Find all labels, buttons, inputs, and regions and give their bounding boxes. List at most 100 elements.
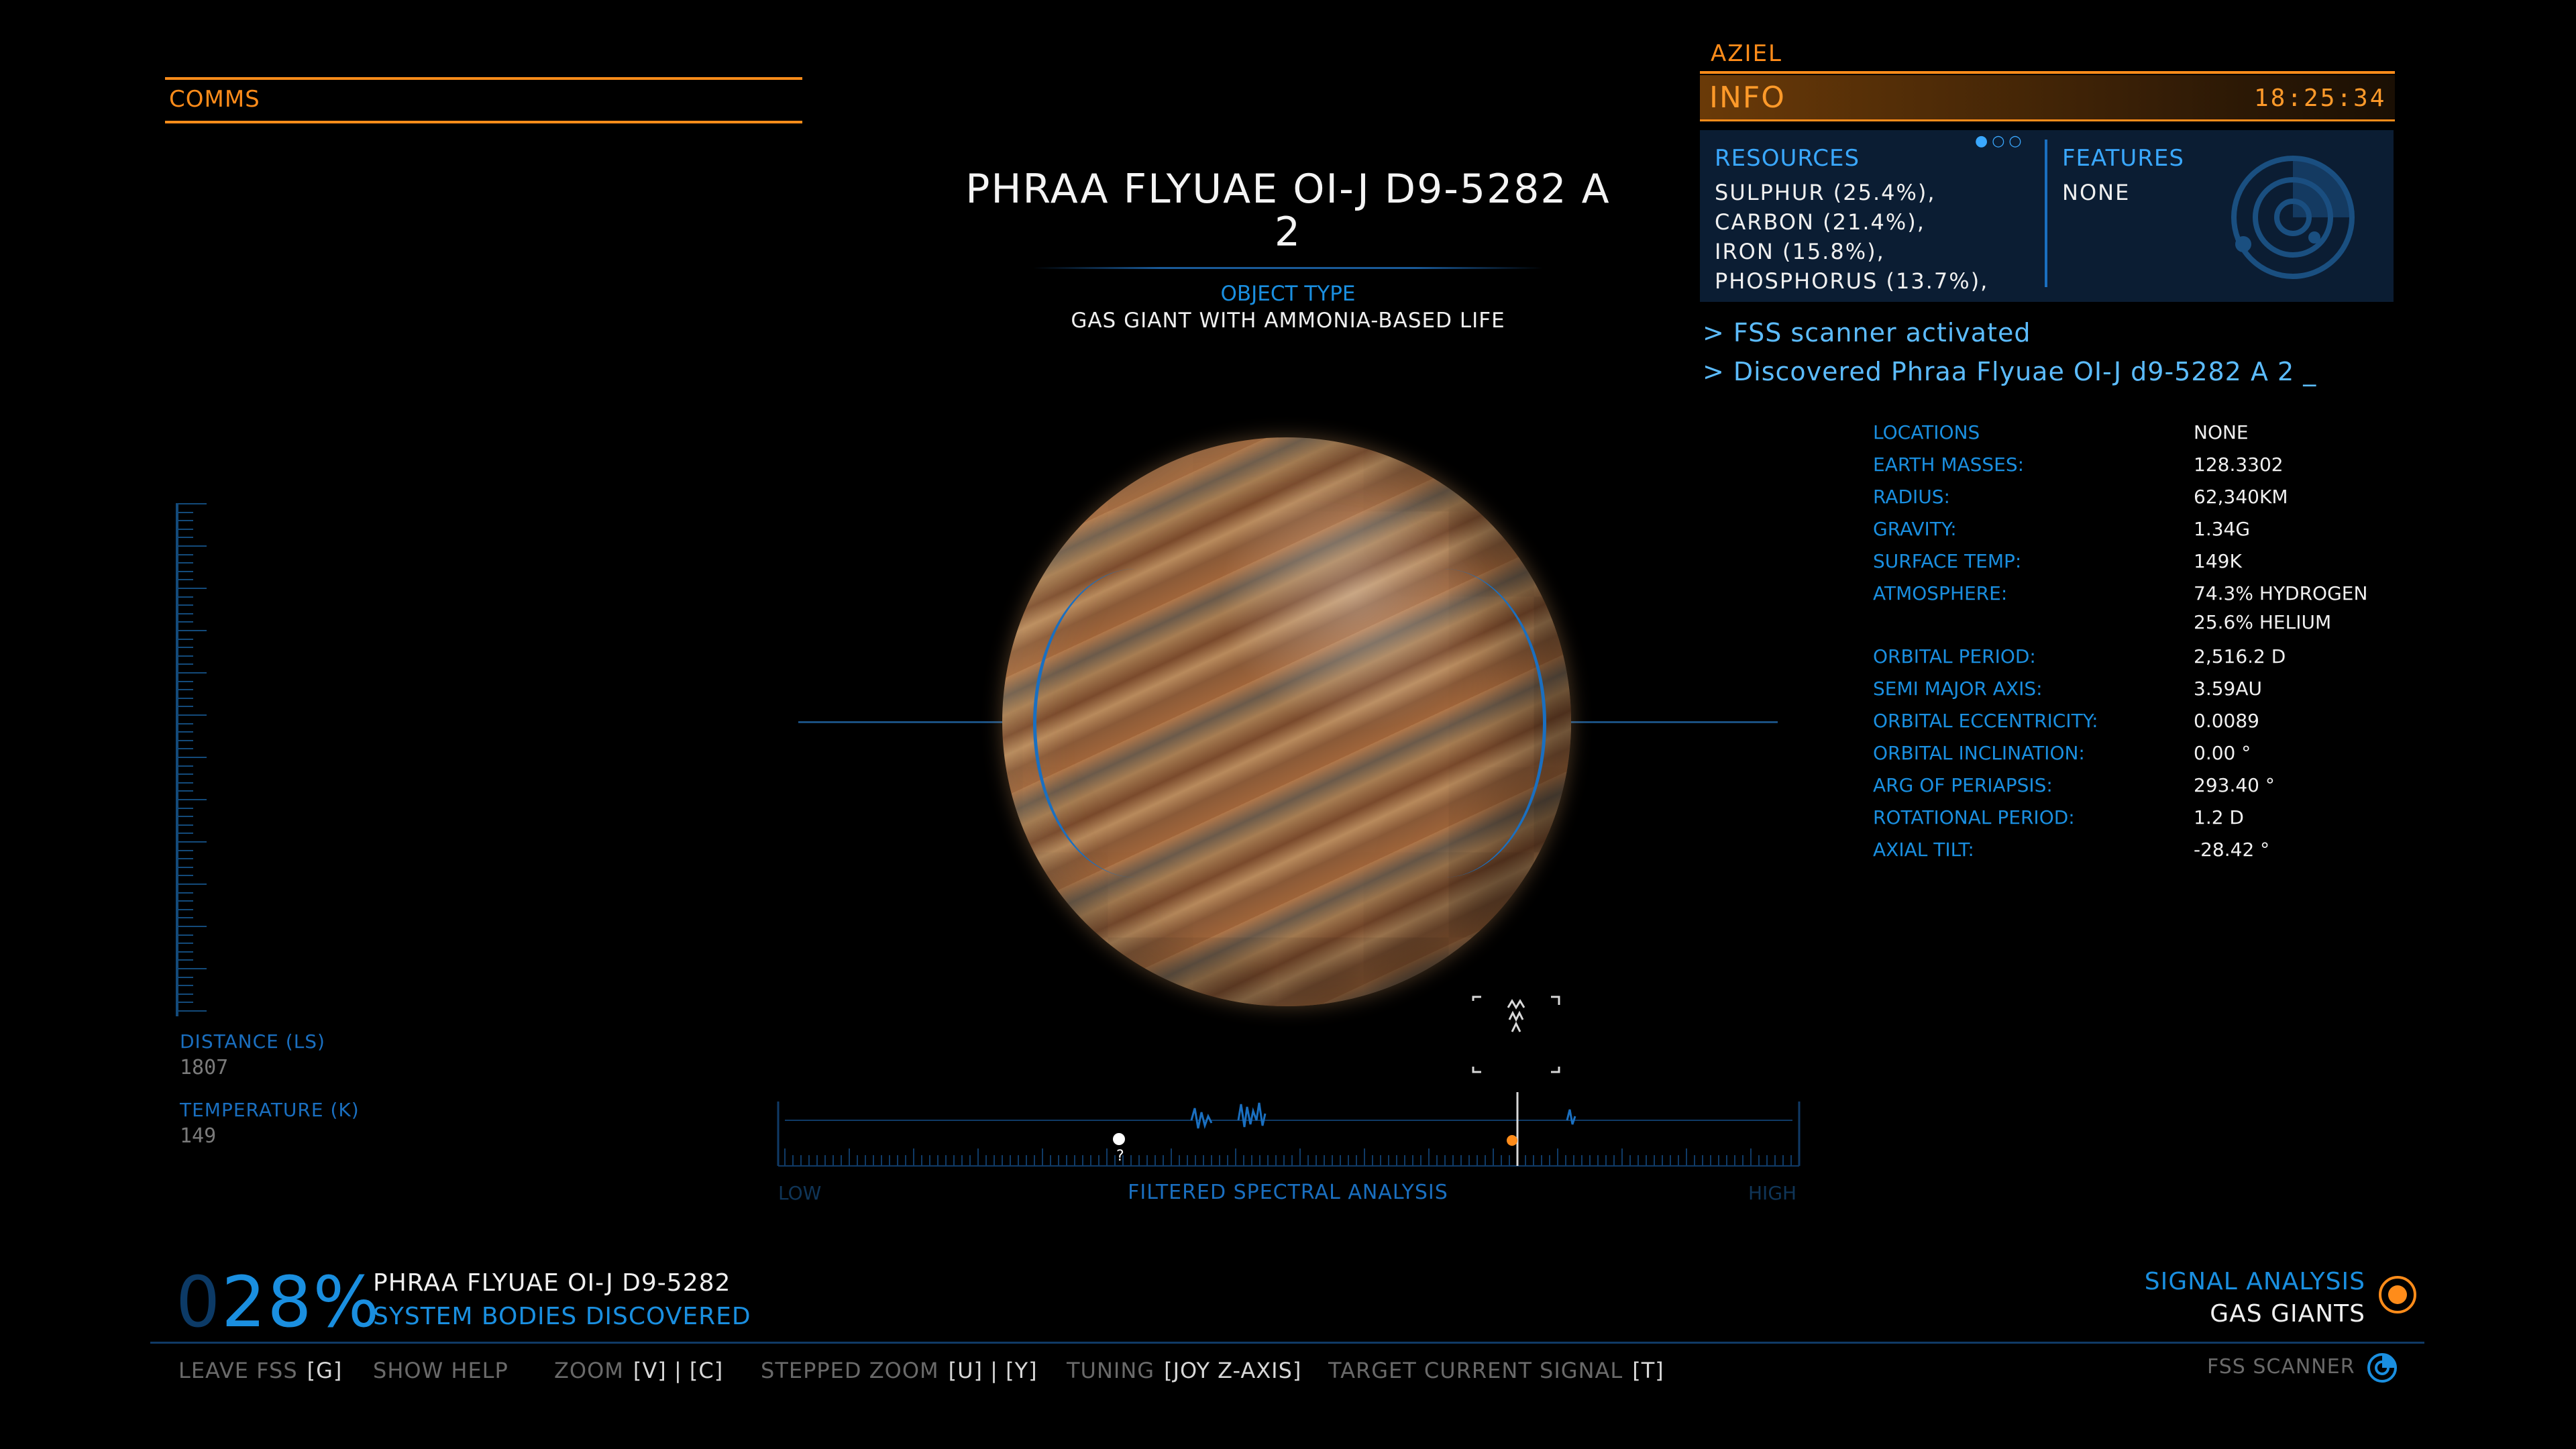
comms-label[interactable]: COMMS: [169, 86, 260, 113]
radar-icon: [2231, 156, 2355, 279]
gauge-tick: [178, 663, 193, 665]
gauge-tick: [178, 816, 193, 818]
gauge-tick: [178, 579, 193, 581]
resources-label: RESOURCES: [1715, 145, 1860, 172]
stat-value: 74.3% HYDROGEN: [2194, 582, 2368, 604]
reticle-line-left: [798, 721, 1006, 723]
log-line: > Discovered Phraa Flyuae OI-J d9-5282 A…: [1703, 357, 2317, 386]
discovery-percent-value: 28%: [221, 1261, 381, 1343]
reticle-line-right: [1570, 721, 1778, 723]
stat-value: NONE: [2194, 421, 2249, 443]
gauge-tick: [178, 706, 193, 708]
comms-bottom-rule: [165, 121, 802, 123]
gauge-tick: [178, 985, 193, 987]
gauge-tick: [178, 841, 207, 843]
gauge-tick: [178, 799, 207, 800]
log-line: > FSS scanner activated: [1703, 318, 2031, 347]
stat-label: ARG OF PERIAPSIS:: [1873, 774, 2053, 796]
stat-label: SURFACE TEMP:: [1873, 550, 2022, 572]
gauge-tick: [178, 655, 193, 657]
gauge-tick: [178, 511, 193, 513]
body-title-line2: 2: [1274, 209, 1302, 256]
gauge-tick: [178, 1010, 207, 1012]
distance-label: DISTANCE (LS): [180, 1030, 325, 1053]
features-value: NONE: [2062, 180, 2131, 205]
gauge-tick: [178, 503, 207, 504]
gauge-tick: [178, 621, 193, 623]
gauge-tick: [178, 604, 193, 606]
stat-label: LOCATIONS: [1873, 421, 1980, 443]
fss-scanner-label: FSS SCANNER: [2207, 1355, 2355, 1379]
body-title: PHRAA FLYUAE OI-J D9-5282 A 2: [926, 168, 1650, 254]
gauge-tick: [178, 638, 193, 640]
gauge-tick: [178, 545, 207, 547]
help-stepped-zoom[interactable]: STEPPED ZOOM [U] | [Y]: [761, 1358, 1038, 1383]
help-show-help[interactable]: SHOW HELP: [373, 1358, 508, 1383]
comms-top-rule: [165, 77, 802, 80]
gauge-tick: [178, 570, 193, 572]
gauge-tick: [178, 731, 193, 733]
info-bottom-rule: [1700, 119, 2395, 121]
gauge-tick: [178, 908, 193, 910]
spectrum-frame: [777, 1102, 1801, 1167]
stat-value: 1.34G: [2194, 518, 2251, 540]
title-divider: [1033, 267, 1543, 269]
gauge-tick: [178, 892, 193, 894]
temperature-value: 149: [180, 1124, 217, 1148]
info-tab[interactable]: INFO: [1709, 80, 1786, 115]
spectrum-low-label: LOW: [778, 1182, 822, 1204]
gauge-tick: [178, 926, 207, 927]
stat-label: AXIAL TILT:: [1873, 839, 1974, 861]
gauge-tick: [178, 773, 193, 775]
panel-pager[interactable]: ●○○: [1975, 133, 2026, 150]
help-zoom[interactable]: ZOOM [V] | [C]: [554, 1358, 724, 1383]
gauge-tick: [178, 680, 193, 682]
help-tuning[interactable]: TUNING [JOY Z-AXIS]: [1067, 1358, 1302, 1383]
gauge-tick: [178, 934, 193, 936]
gauge-tick: [178, 943, 193, 945]
gauge-tick: [178, 588, 207, 589]
gauge-tick: [178, 959, 193, 961]
stat-label: RADIUS:: [1873, 486, 1950, 508]
gauge-tick: [178, 833, 193, 835]
bottom-divider: [150, 1342, 2424, 1344]
gauge-tick: [178, 993, 193, 995]
stat-value: -28.42 °: [2194, 839, 2270, 861]
gauge-tick: [178, 596, 193, 598]
stat-label: ORBITAL PERIOD:: [1873, 645, 2036, 667]
bodies-discovered-label: SYSTEM BODIES DISCOVERED: [373, 1303, 751, 1330]
gauge-tick: [178, 537, 193, 539]
gauge-tick: [178, 824, 193, 826]
signal-type-icon: [2379, 1276, 2416, 1313]
stat-value: 25.6% HELIUM: [2194, 611, 2332, 633]
spectrum-high-label: HIGH: [1748, 1182, 1797, 1204]
gauge-tick: [178, 520, 193, 522]
gauge-tick: [178, 858, 193, 860]
stat-value: 0.0089: [2194, 710, 2259, 732]
gauge-tick: [178, 612, 193, 614]
distance-value: 1807: [180, 1056, 229, 1079]
gauge-tick: [178, 782, 193, 784]
help-target-signal[interactable]: TARGET CURRENT SIGNAL [T]: [1328, 1358, 1664, 1383]
stat-value: 1.2 D: [2194, 806, 2244, 828]
gauge-tick: [178, 647, 193, 649]
reticle-arc-left: [1033, 569, 1238, 877]
spectral-analysis-graph[interactable]: ?: [775, 1087, 1802, 1174]
info-header-bar: [1700, 75, 2395, 119]
gauge-tick: [178, 722, 193, 724]
gauge-tick: [178, 714, 207, 716]
gauge-tick: [178, 528, 193, 530]
stat-label: SEMI MAJOR AXIS:: [1873, 678, 2043, 700]
gauge-tick: [178, 630, 207, 631]
resource-item: PHOSPHORUS (13.7%),: [1715, 268, 1989, 294]
stat-value: 149K: [2194, 550, 2242, 572]
stat-label: EARTH MASSES:: [1873, 453, 2025, 476]
info-top-rule: [1700, 71, 2395, 74]
gauge-tick: [178, 866, 193, 868]
object-type-label: OBJECT TYPE: [1220, 282, 1356, 306]
help-leave-fss[interactable]: LEAVE FSS [G]: [178, 1358, 343, 1383]
stat-value: 128.3302: [2194, 453, 2284, 476]
gauge-tick: [178, 883, 207, 885]
spectrum-title: FILTERED SPECTRAL ANALYSIS: [1128, 1181, 1448, 1204]
clock: 18:25:34: [2254, 85, 2387, 112]
